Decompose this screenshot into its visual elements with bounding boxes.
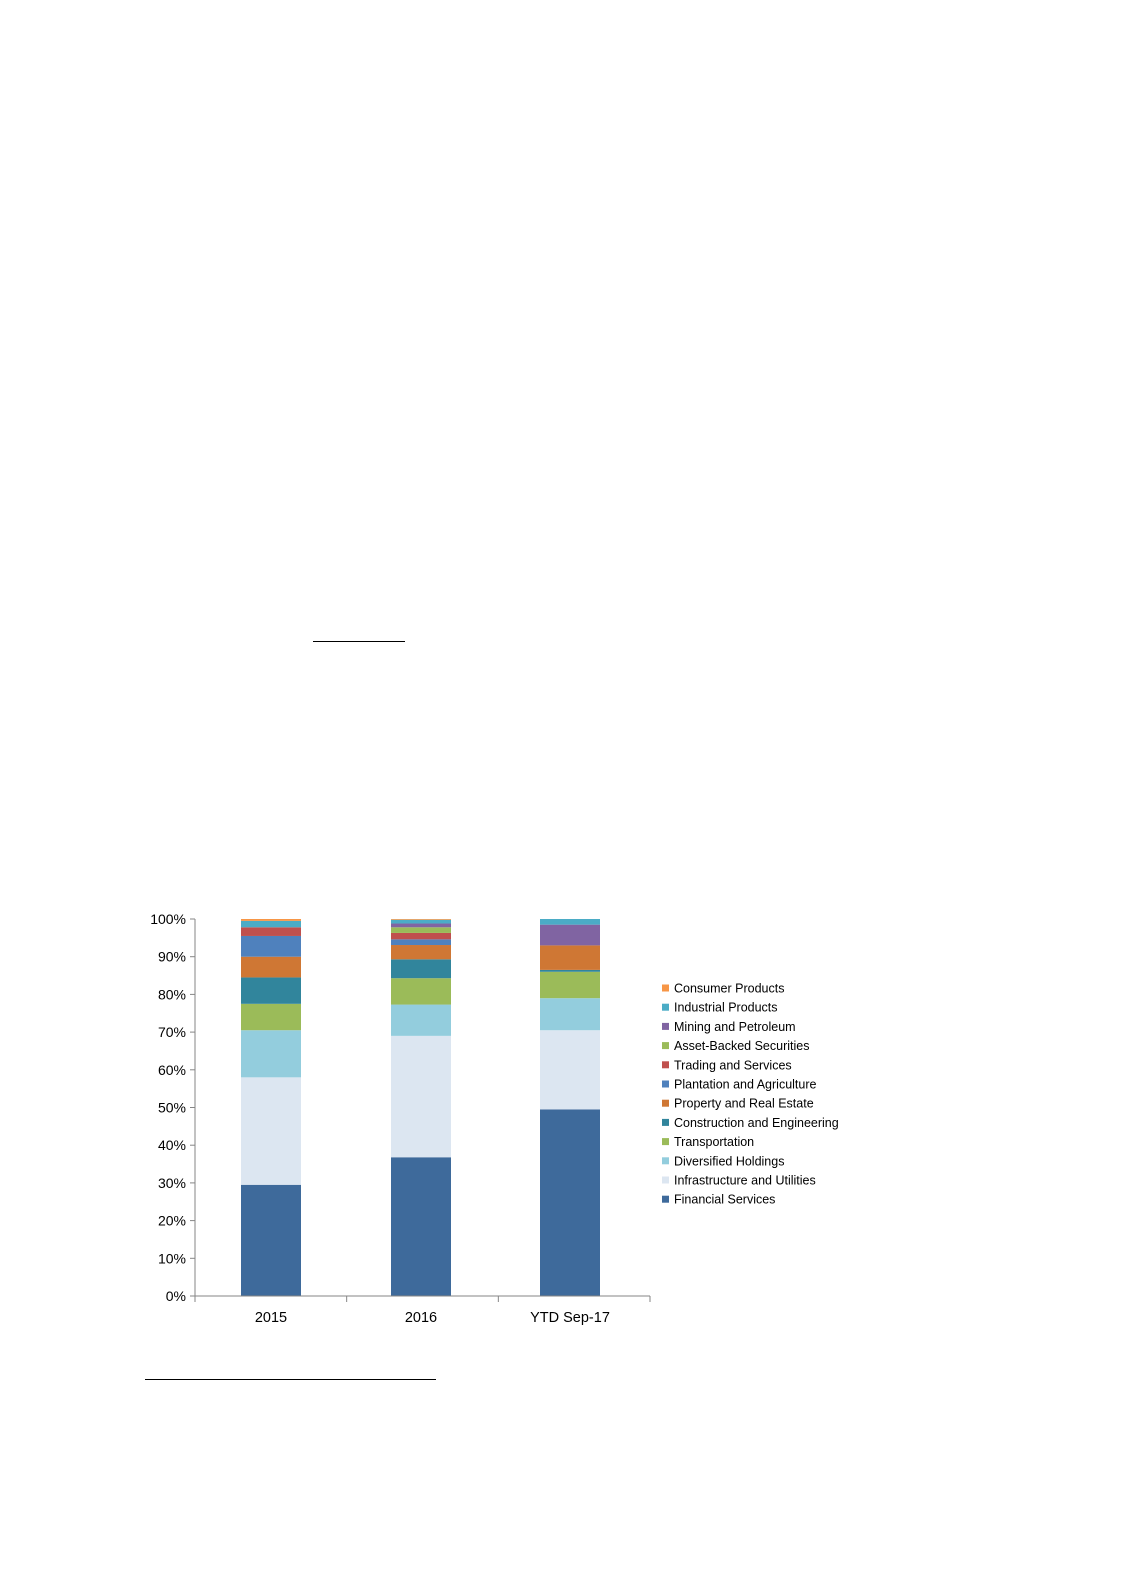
legend-label: Mining and Petroleum (674, 1020, 796, 1034)
bar-segment-diversified-holdings-2015 (241, 1030, 301, 1078)
y-tick-label: 0% (166, 1288, 186, 1304)
bar-segment-mining-and-petroleum-2016 (391, 923, 451, 928)
legend-swatch-consumer-products (662, 984, 669, 992)
legend-label: Construction and Engineering (674, 1116, 839, 1130)
legend-label: Plantation and Agriculture (674, 1078, 817, 1092)
legend-label: Trading and Services (674, 1058, 792, 1072)
bar-segment-financial-services-ytd-sep-17 (540, 1109, 600, 1296)
y-tick-label: 50% (158, 1100, 186, 1116)
y-tick-label: 20% (158, 1213, 186, 1229)
legend-label: Property and Real Estate (674, 1097, 814, 1111)
footnote-separator (145, 1379, 436, 1380)
bar-segment-industrial-products-2016 (391, 919, 451, 924)
x-axis-labels: 2015 2016 YTD Sep-17 (194, 1296, 651, 1326)
legend-swatch-plantation-and-agriculture (662, 1080, 669, 1088)
bar-segment-trading-and-services-2015 (241, 927, 301, 936)
y-tick-label: 100% (150, 911, 186, 927)
text-underline (313, 641, 405, 642)
y-tick-label: 80% (158, 986, 186, 1002)
bar-segment-financial-services-2016 (391, 1157, 451, 1296)
bar-segment-plantation-and-agriculture-2016 (391, 939, 451, 946)
bar-segment-transportation-2016 (391, 978, 451, 1005)
bar-segment-infrastructure-and-utilities-ytd-sep-17 (540, 1030, 600, 1110)
bar-segment-diversified-holdings-2016 (391, 1004, 451, 1036)
legend-label: Transportation (674, 1135, 754, 1149)
x-category-label: YTD Sep-17 (530, 1310, 610, 1326)
x-category-label: 2015 (255, 1310, 287, 1326)
y-axis-ticks: 0% 10% 20% 30% 40% 50% 60% 70% 80% 90% 100% (150, 911, 195, 1304)
y-tick-label: 10% (158, 1250, 186, 1266)
bar-segment-financial-services-2015 (241, 1184, 301, 1296)
y-tick-label: 90% (158, 949, 186, 965)
legend-swatch-infrastructure-and-utilities (662, 1176, 669, 1184)
bar-segment-construction-and-engineering-2015 (241, 977, 301, 1004)
legend-label: Asset-Backed Securities (674, 1039, 809, 1053)
bar-segment-construction-and-engineering-ytd-sep-17 (540, 969, 600, 972)
bar-segment-consumer-products-2016 (391, 919, 451, 920)
bar-segment-consumer-products-2015 (241, 919, 301, 921)
legend-swatch-industrial-products (662, 1003, 669, 1011)
legend-swatch-asset-backed-securities (662, 1042, 669, 1050)
legend: Consumer Products Industrial Products Mini… (662, 982, 839, 1207)
x-category-label: 2016 (405, 1310, 437, 1326)
legend-label: Financial Services (674, 1193, 775, 1207)
legend-label: Consumer Products (674, 982, 784, 996)
bar-segment-infrastructure-and-utilities-2016 (391, 1035, 451, 1158)
legend-swatch-construction-and-engineering (662, 1118, 669, 1126)
legend-swatch-diversified-holdings (662, 1157, 669, 1165)
bar-segment-construction-and-engineering-2016 (391, 959, 451, 979)
y-tick-label: 30% (158, 1175, 186, 1191)
bar-segment-transportation-ytd-sep-17 (540, 971, 600, 999)
bar-segment-property-and-real-estate-2015 (241, 956, 301, 978)
bar-segment-plantation-and-agriculture-2015 (241, 935, 301, 957)
legend-swatch-financial-services (662, 1195, 669, 1203)
legend-swatch-transportation (662, 1138, 669, 1146)
bar-segment-property-and-real-estate-ytd-sep-17 (540, 945, 600, 970)
legend-swatch-mining-and-petroleum (662, 1022, 669, 1030)
y-tick-label: 40% (158, 1137, 186, 1153)
bar-segment-mining-and-petroleum-ytd-sep-17 (540, 924, 600, 946)
y-tick-label: 60% (158, 1062, 186, 1078)
bar-segment-industrial-products-2015 (241, 920, 301, 928)
bar-segment-diversified-holdings-ytd-sep-17 (540, 998, 600, 1031)
legend-label: Infrastructure and Utilities (674, 1174, 816, 1188)
bar-segment-trading-and-services-2016 (391, 932, 451, 940)
bar-segment-infrastructure-and-utilities-2015 (241, 1077, 301, 1185)
bars (241, 919, 600, 1296)
legend-swatch-trading-and-services (662, 1061, 669, 1069)
bar-segment-property-and-real-estate-2016 (391, 945, 451, 960)
y-tick-label: 70% (158, 1024, 186, 1040)
legend-label: Industrial Products (674, 1001, 778, 1015)
bar-segment-transportation-2015 (241, 1003, 301, 1031)
legend-swatch-property-and-real-estate (662, 1099, 669, 1107)
bar-segment-industrial-products-ytd-sep-17 (540, 919, 600, 925)
legend-label: Diversified Holdings (674, 1154, 784, 1168)
bar-segment-asset-backed-securities-2016 (391, 927, 451, 933)
